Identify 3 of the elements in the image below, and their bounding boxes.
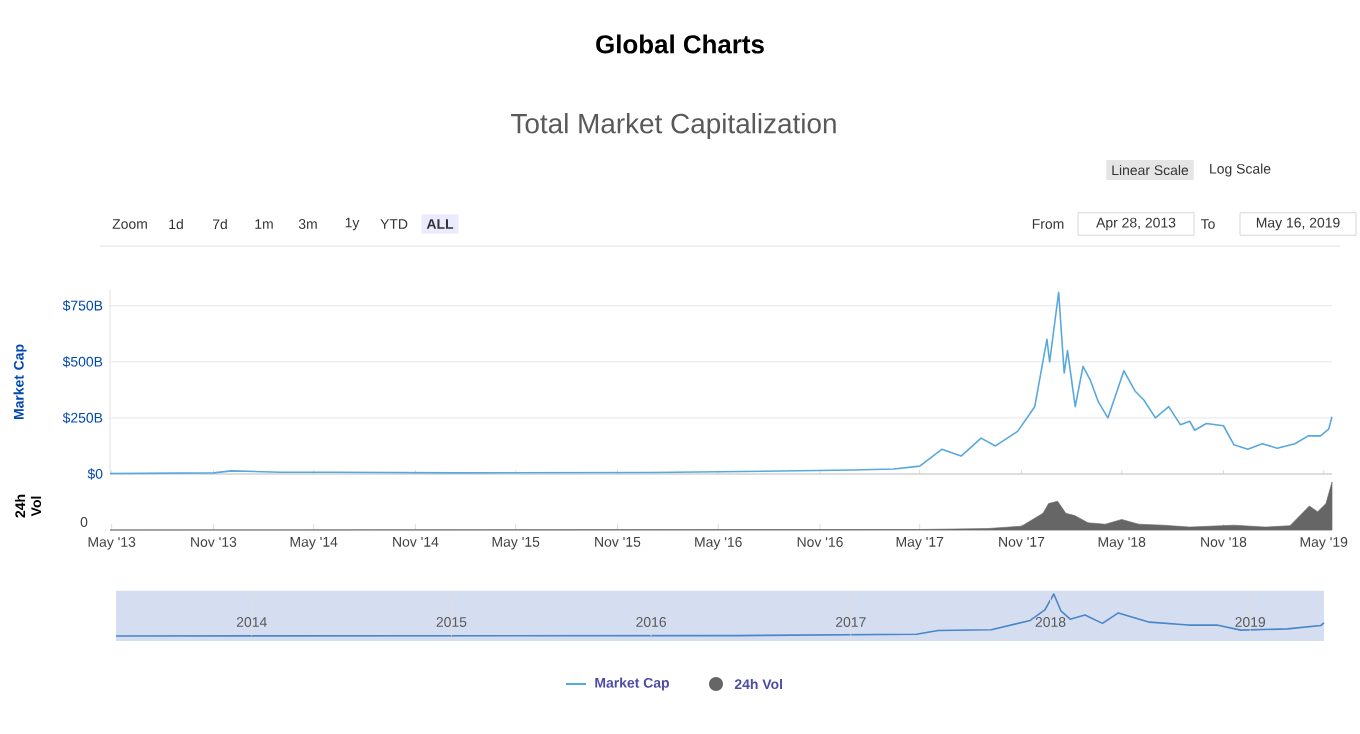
- line-series: [109, 291, 1333, 475]
- chart-subtitle: Total Market Capitalization: [511, 112, 836, 139]
- chart-title: Global Charts: [596, 34, 764, 54]
